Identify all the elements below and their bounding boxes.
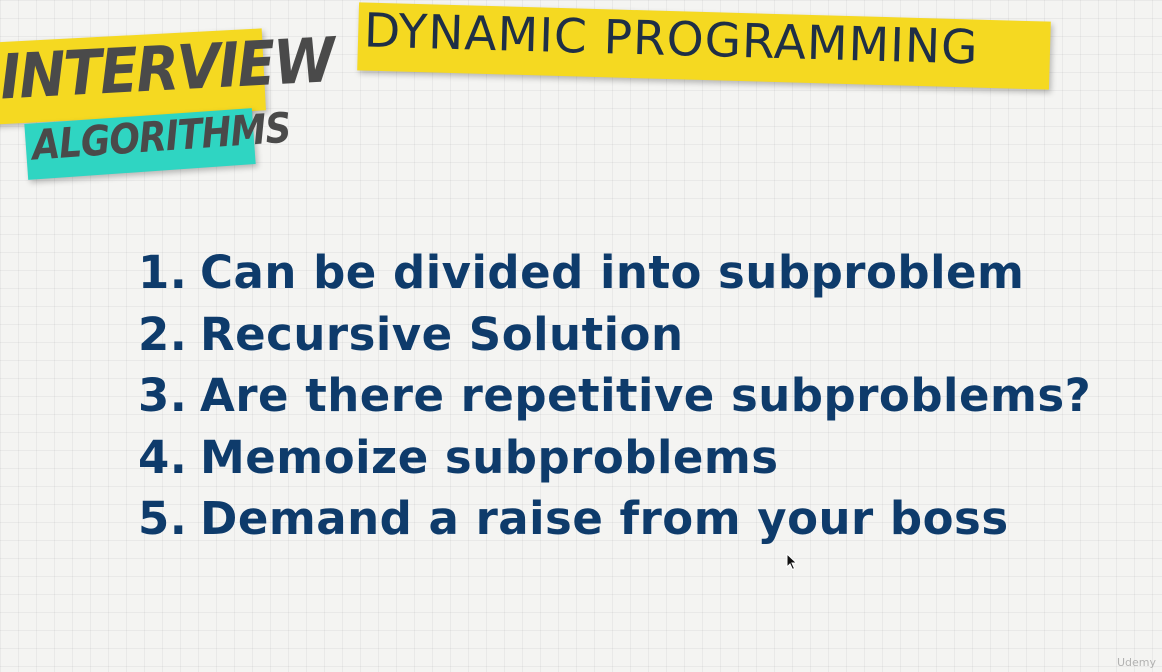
logo-interview-text: INTERVIEW <box>0 25 336 114</box>
step-text: Memoize subproblems <box>200 430 779 484</box>
step-item: 5. Demand a raise from your boss <box>138 488 1091 550</box>
step-item: 3. Are there repetitive subproblems? <box>138 365 1091 427</box>
step-text: Recursive Solution <box>200 307 684 361</box>
step-item: 2. Recursive Solution <box>138 304 1091 366</box>
step-number: 4. <box>138 430 188 484</box>
course-logo: INTERVIEW ALGORITHMS <box>0 0 335 200</box>
steps-list: 1. Can be divided into subproblem 2. Recur… <box>138 242 1091 550</box>
step-item: 4. Memoize subproblems <box>138 427 1091 489</box>
step-text: Can be divided into subproblem <box>200 246 1025 299</box>
slide-title: DYNAMIC PROGRAMMING <box>363 3 980 76</box>
mouse-pointer-icon <box>786 553 798 571</box>
udemy-watermark: Udemy <box>1116 656 1156 669</box>
step-number: 1. <box>138 246 188 299</box>
step-text: Are there repetitive subproblems? <box>200 369 1092 422</box>
step-item: 1. Can be divided into subproblem <box>138 242 1091 304</box>
step-number: 5. <box>138 492 188 545</box>
step-text: Demand a raise from your boss <box>200 492 1009 545</box>
step-number: 3. <box>138 369 188 422</box>
step-number: 2. <box>138 307 188 361</box>
